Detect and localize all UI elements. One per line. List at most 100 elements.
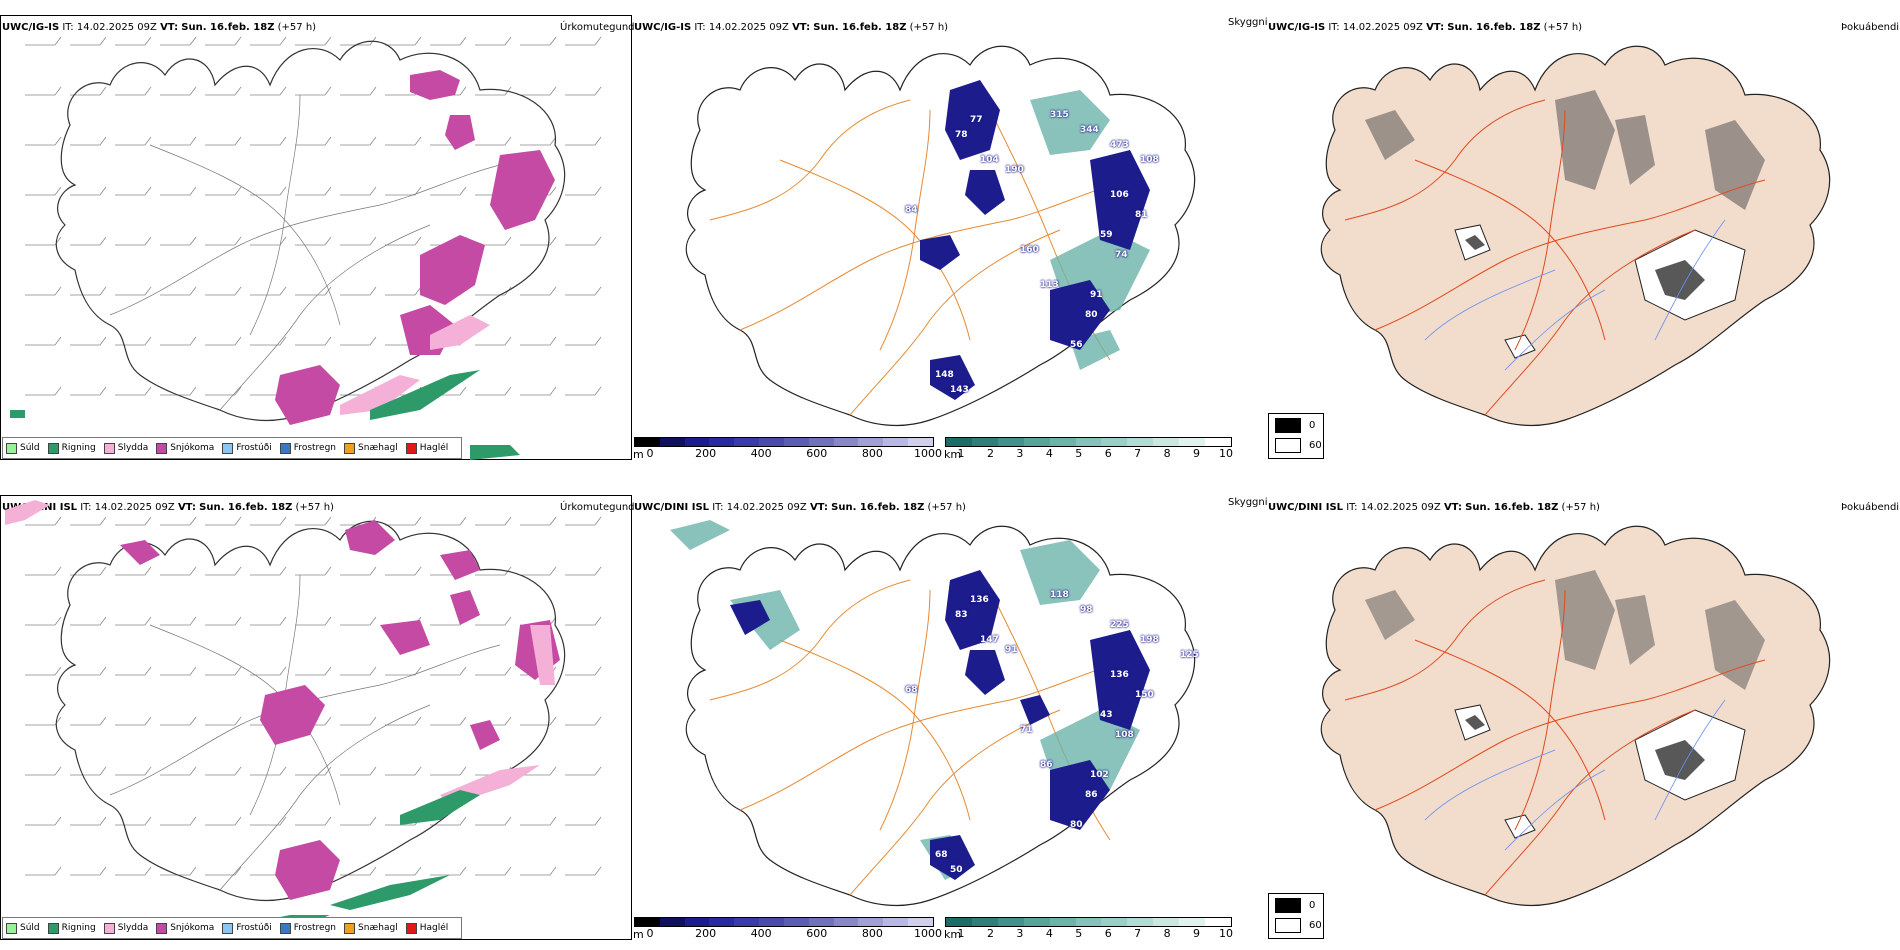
legend-item: Snæhagl: [344, 922, 398, 934]
fog-legend-label: 0: [1309, 420, 1316, 431]
fog-legend-swatch: [1275, 418, 1301, 433]
colorbar-tick: 8: [1163, 447, 1171, 460]
snowdepth-label: 91: [1005, 645, 1018, 655]
colorbar-tick: 4: [1045, 447, 1053, 460]
legend-label: Snjókoma: [170, 443, 215, 453]
colorbar-tick: 6: [1104, 447, 1112, 460]
snowdepth-label: 198: [1140, 635, 1159, 645]
snowdepth-label: 136: [970, 595, 989, 605]
precip-snow-areas: [120, 520, 560, 900]
legend-swatch: [405, 922, 417, 934]
legend-item: Frostúði: [222, 442, 272, 454]
snowdepth-label: 74: [1115, 250, 1128, 260]
snowdepth-label: 344: [1080, 125, 1099, 135]
snowdepth-label: 113: [1040, 280, 1059, 290]
fog-label-1: Þokuábendi: [1841, 22, 1900, 33]
snowdepth-label: 108: [1140, 155, 1159, 165]
legend-item: Súld: [6, 442, 40, 454]
snowdepth-label: 118: [1050, 590, 1069, 600]
vis-colorbar-cells: [945, 917, 1232, 927]
fog-legend-row: 60: [1275, 438, 1322, 453]
snowdepth-label: 136: [1110, 670, 1129, 680]
colorbar-tick: 800: [861, 447, 883, 460]
vis-colorbar-2: km 1 2 3 4 5 6 7 8 9 10: [944, 917, 1234, 941]
colorbar-cell: [783, 918, 809, 926]
legend-swatch: [6, 922, 17, 934]
iceland-outline: [55, 40, 566, 422]
precip-snow-areas: [275, 70, 555, 425]
legend-swatch: [222, 442, 234, 454]
colorbar-cell: [833, 438, 859, 446]
fog-dark-core: [1465, 715, 1705, 780]
legend-item: Frostregn: [279, 442, 336, 454]
colorbar-cell: [997, 918, 1024, 926]
vis-label-1: Skyggni: [1228, 17, 1268, 28]
colorbar-tick: 2: [986, 447, 994, 460]
iceland-outline: [55, 520, 566, 902]
colorbar-tick: 5: [1075, 927, 1083, 940]
colorbar-tick: 400: [750, 927, 772, 940]
fog-legend-1: 0 60: [1268, 413, 1324, 459]
snowdepth-areas: [730, 570, 1150, 880]
legend-item: Súld: [6, 922, 40, 934]
legend-swatch: [344, 442, 356, 454]
precip-legend-2: Súld Rigning Slydda Snjókoma Frostúði Frostre…: [2, 917, 462, 939]
snowdepth-label: 84: [905, 205, 918, 215]
colorbar-cell: [1127, 438, 1154, 446]
vis-colorbar-cells: [945, 437, 1232, 447]
colorbar-cell: [684, 918, 710, 926]
vis-title-1: UWC/IG-IS IT: 14.02.2025 09Z VT: Sun. 16…: [634, 22, 949, 33]
colorbar-cell: [1049, 438, 1076, 446]
legend-label: Slydda: [117, 443, 149, 453]
colorbar-cell: [1179, 918, 1206, 926]
legend-item: Snjókoma: [156, 442, 215, 454]
snow-colorbar-cells: [634, 917, 934, 927]
snow-colorbar-2: m 0 200 400 600 800 1000: [633, 917, 942, 941]
colorbar-cell: [946, 918, 972, 926]
colorbar-tick: 8: [1163, 927, 1171, 940]
snow-vis-map-2: [670, 520, 1196, 907]
legend-swatch: [47, 442, 59, 454]
fog-legend-swatch: [1275, 438, 1301, 453]
fog-legend-row: 60: [1275, 918, 1322, 933]
snowdepth-label: 86: [1085, 790, 1098, 800]
colorbar-tick: 3: [1016, 447, 1024, 460]
rivers: [1424, 699, 1726, 851]
colorbar-cell: [709, 438, 735, 446]
snowdepth-label: 80: [1070, 820, 1083, 830]
legend-label: Súld: [20, 443, 40, 453]
snowdepth-label: 104: [980, 155, 999, 165]
snowdepth-label: 50: [950, 865, 963, 875]
precip-legend-1: Súld Rigning Slydda Snjókoma Frostúði Frostre…: [2, 437, 462, 459]
colorbar-cell: [971, 918, 998, 926]
colorbar-cell: [1153, 918, 1180, 926]
legend-label: Súld: [20, 923, 40, 933]
colorbar-tick: 0: [646, 447, 654, 460]
legend-item: Snæhagl: [344, 442, 398, 454]
snow-colorbar-cells: [634, 437, 934, 447]
legend-swatch: [279, 922, 291, 934]
fog-dark-core: [1465, 235, 1705, 300]
legend-label: Rigning: [61, 443, 96, 453]
legend-swatch: [222, 922, 234, 934]
legend-item: Haglél: [405, 442, 448, 454]
legend-label: Frostúði: [236, 443, 272, 453]
snowdepth-label: 190: [1005, 165, 1024, 175]
colorbar-cell: [883, 918, 909, 926]
snowdepth-label: 68: [935, 850, 948, 860]
precip-rain-areas: [10, 370, 520, 460]
colorbar-tick: 200: [695, 927, 717, 940]
snowdepth-label: 59: [1100, 230, 1113, 240]
snow-colorbar-ticks: 0 200 400 600 800 1000: [634, 447, 943, 460]
colorbar-tick: 10: [1219, 447, 1233, 460]
vis-colorbar-ticks: 1 2 3 4 5 6 7 8 9 10: [945, 927, 1234, 940]
snowdepth-label: 315: [1050, 110, 1069, 120]
road-network: [1344, 99, 1766, 416]
precip-map-1: [10, 36, 602, 460]
fog-title-1: UWC/IG-IS IT: 14.02.2025 09Z VT: Sun. 16…: [1268, 22, 1583, 33]
legend-swatch: [156, 922, 168, 934]
snowdepth-label: 80: [1085, 310, 1098, 320]
snow-labels-2: 136 83 147 91 68 71 86 102 43 118 98 225 198 136 150 10…: [670, 520, 1230, 910]
snowdepth-label: 78: [955, 130, 968, 140]
snowdepth-label: 91: [1090, 290, 1103, 300]
